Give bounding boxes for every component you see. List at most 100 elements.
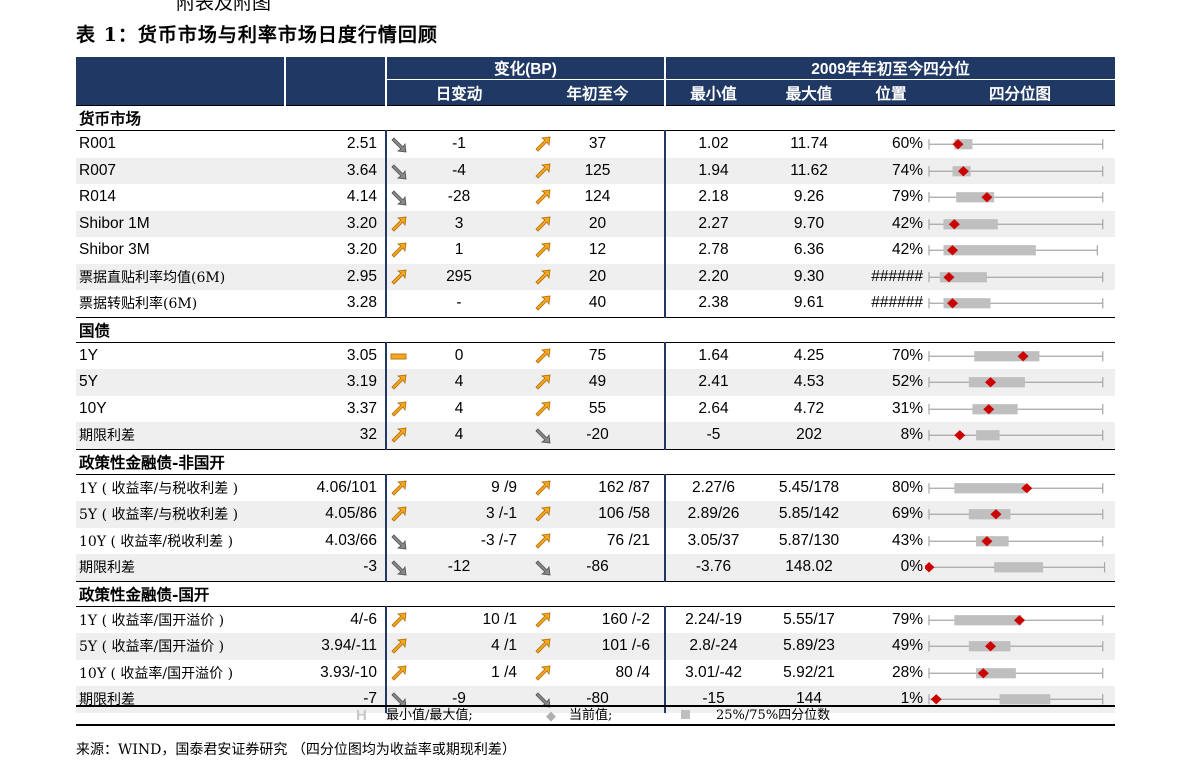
daily-change-cell: 295 [385,263,531,290]
arrow-up-icon [391,427,407,443]
quartile-box [994,562,1044,573]
box-chart-cell [925,157,1116,184]
ytd-change-cell: 20 [531,263,666,290]
row-value: 4.06/101 [316,478,377,496]
quartile-box-chart [928,641,1104,652]
current-legend-label: 当前值; [569,708,613,723]
max-value: 202 [761,422,858,449]
max-value: 5.85/142 [761,501,858,528]
box-chart-cell [925,686,1116,713]
current-value-diamond [985,377,997,388]
daily-change-cell: 4 [385,369,531,396]
row-name: Shibor 3M [79,241,150,259]
box-chart-cell [925,290,1115,317]
arrow-up-icon [535,374,551,390]
arrow-down-icon [391,560,407,576]
current-value-diamond [981,192,993,203]
section-title: 政策性金融债-国开 [76,580,1116,607]
arrow-up-icon [535,348,551,364]
max-value: 4.53 [761,369,858,396]
current-value-diamond [947,298,959,309]
ytd-change-cell: -86 [531,554,666,581]
max-value: 11.62 [761,157,858,184]
row-name: 期限利差 [76,422,285,449]
quartile-box-chart [928,667,1104,678]
arrow-up-icon [391,401,407,417]
ytd-change-value: 80 /4 [615,663,651,681]
table-row: R007 3.64 -4 125 1.94 11.62 74% [76,157,1116,184]
min-value: 2.27 [664,210,762,237]
min-value: 2.78 [664,237,762,264]
box-chart-cell [925,184,1115,211]
row-name: 10Y ( 收益率/税收利差 ) [79,533,234,550]
row-name: 5Y [76,369,285,396]
current-value-diamond [952,139,964,150]
ytd-change-cell: -80 [531,686,666,713]
box-chart-cell [925,501,1116,528]
arrow-up-icon [391,665,407,681]
row-value: 3.19 [285,369,386,396]
daily-change-value: 0 [454,346,464,364]
row-value: 3.93/-10 [320,663,377,681]
minmax-legend-icon: H [356,707,367,724]
header-ytd-change: 年初至今 [531,79,667,106]
arrow-down-icon [391,137,407,153]
quartile-box-chart [928,192,1104,203]
arrow-up-icon [535,242,551,258]
position-value: ###### [857,263,926,290]
arrow-up-icon [391,374,407,390]
header-max: 最大值 [761,79,858,106]
arrow-up-icon [535,533,551,549]
table-row: 期限利差 -3 -12 -86 -3.76 148.02 0% [76,554,1116,581]
arrow-up-icon [535,638,551,654]
arrow-up-icon [391,480,407,496]
ytd-change-value: 20 [588,214,607,232]
arrow-up-icon [535,612,551,628]
arrow-up-icon [535,216,551,232]
min-value: -5 [664,422,762,449]
arrow-up-icon [535,665,551,681]
quartile-box [976,430,1000,441]
daily-change-cell: 1 /4 [385,659,531,686]
table-row: 5Y ( 收益率/国开溢价 ) 3.94/-11 4 /1 101 /-6 2.8/-2… [76,633,1116,660]
quartile-box [943,298,991,309]
legend: H 最小值/最大值; ◆ 当前值; 25%/75%四分位数 [76,705,1115,726]
arrow-up-icon [391,242,407,258]
min-value: 2.64 [664,395,762,422]
row-name: Shibor 1M [76,210,285,237]
table-row: 10Y ( 收益率/国开溢价 ) 3.93/-10 1 /4 80 /4 3.01/-4… [76,659,1115,686]
ytd-change-value: 49 [588,373,607,391]
header-quartile-group: 2009年年初至今四分位 [665,57,1116,80]
current-value-diamond [943,271,955,282]
ytd-change-cell: 37 [531,131,665,158]
daily-change-cell: -1 [385,130,531,158]
max-value: 5.45/178 [778,478,840,496]
ytd-change-value: 55 [588,399,607,417]
table-row: R014 4.14 -28 124 2.18 9.26 79% [76,184,1115,211]
max-value: 4.25 [793,346,825,364]
rates-review-table: 变化(BP) 2009年年初至今四分位 日变动 年初至今 最小值 最大值 位置 … [76,57,1116,713]
current-value-diamond [985,641,997,652]
current-value-diamond [990,509,1002,520]
quartile-box-chart [928,377,1104,388]
daily-change-value: - [456,294,462,312]
box-chart-cell [925,606,1115,633]
table-row: 5Y 3.19 4 49 2.41 4.53 52% [76,369,1116,396]
daily-change-value: 4 /1 [491,637,517,655]
table-body: 货币市场 R001 2.51 -1 37 1.02 11.74 60% R007 3.64 -4 12… [76,105,1116,713]
min-value: 2.18 [664,184,762,211]
box-chart-cell [925,369,1116,396]
arrow-down-icon [391,190,407,206]
ytd-change-cell: -20 [531,422,666,449]
row-name: 期限利差 [76,554,285,581]
daily-change-value: 4 [454,373,464,391]
daily-change-cell: -9 [385,686,531,713]
header-position: 位置 [857,79,926,106]
table-row: 1Y ( 收益率/国开溢价 ) 4/-6 10 /1 160 /-2 2.24/-19 5… [76,606,1115,633]
quartile-box [943,218,998,229]
quartile-box-chart [928,298,1104,309]
daily-change-value: -28 [447,188,471,206]
arrow-up-icon [535,136,551,152]
section-title: 货币市场 [76,105,1116,131]
row-name: R014 [79,188,117,206]
